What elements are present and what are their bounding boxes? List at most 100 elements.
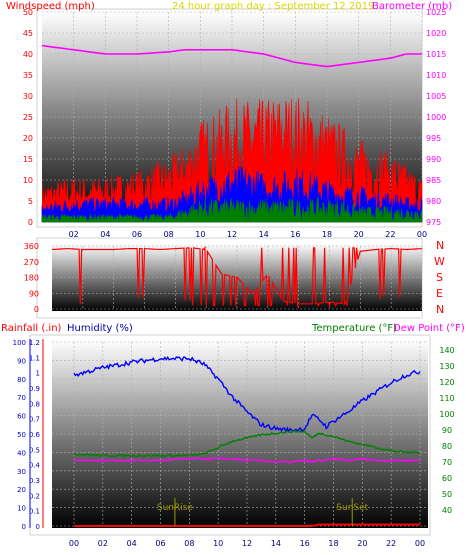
dir-y-tick-label: 180 [24, 274, 39, 283]
temp-tick-label: 100 [439, 410, 454, 419]
rain-tick-label: 0.3 [29, 477, 40, 485]
compass-e: E [436, 287, 443, 300]
wind-x-tick-label: 22 [385, 230, 395, 239]
wind-x-tick-label: 14 [259, 230, 269, 239]
compass-labels: N W S E N [434, 239, 445, 316]
climate-x-tick-label: 04 [127, 539, 137, 548]
rainfall-series [74, 523, 420, 527]
humidity-tick-label: 10 [17, 505, 26, 513]
baro-y-tick-label: 1015 [426, 50, 446, 59]
wind-x-tick-label: 02 [69, 230, 79, 239]
wind-y-tick-label: 0 [28, 218, 33, 227]
direction-axis-ticks: 0 90 180 270 360 [24, 242, 39, 314]
wind-y-tick-label: 25 [23, 113, 33, 122]
temp-tick-label: 70 [442, 458, 452, 467]
wind-y-tick-label: 30 [23, 92, 33, 101]
climate-x-tick-label: 08 [184, 539, 194, 548]
wind-grid [42, 11, 423, 223]
humidity-tick-label: 60 [17, 413, 26, 421]
rain-tick-label: 0 [36, 523, 40, 531]
sunset-label: SunSet [336, 503, 368, 513]
wind-series [41, 44, 423, 223]
wind-x-tick-label: 10 [195, 230, 205, 239]
sunrise-label: SunRise [157, 503, 194, 513]
humidity-tick-label: 30 [17, 468, 26, 476]
rain-tick-label: 0.4 [29, 462, 41, 470]
temp-tick-label: 50 [442, 490, 452, 499]
wind-x-tick-label: 06 [132, 230, 142, 239]
dir-y-tick-label: 90 [29, 289, 39, 298]
baro-y-tick-label: 1025 [426, 8, 446, 17]
wind-x-tick-label: 04 [100, 230, 110, 239]
climate-x-tick-label: 14 [271, 539, 281, 548]
climate-x-tick-label: 00 [415, 539, 425, 548]
wind-y-tick-label: 40 [23, 50, 33, 59]
climate-x-tick-label: 20 [357, 539, 367, 548]
temp-tick-label: 120 [439, 378, 454, 387]
humidity-tick-label: 100 [13, 339, 26, 347]
climate-x-tick-label: 10 [213, 539, 223, 548]
humidity-tick-label: 20 [17, 486, 26, 494]
climate-x-ticks: 00 02 04 06 08 10 12 14 16 18 20 22 00 [69, 539, 425, 548]
baro-y-tick-label: 990 [426, 155, 441, 164]
wind-x-tick-label: 18 [322, 230, 332, 239]
humidity-tick-label: 40 [17, 449, 26, 457]
baro-y-tick-label: 1020 [426, 29, 446, 38]
wind-low-series [41, 197, 423, 223]
wind-y-tick-label: 15 [23, 155, 33, 164]
temp-tick-label: 130 [439, 362, 454, 371]
rain-tick-label: 1.2 [29, 339, 40, 347]
rainfall-label: Rainfall (.in) [1, 323, 62, 334]
compass-n-top: N [436, 239, 444, 252]
rain-axis-ticks: 0 0.1 0.2 0.3 0.4 0.5 0.6 0.7 0.8 0.9 1 1.1 1.2 [29, 339, 41, 531]
temperature-series [73, 429, 421, 458]
climate-x-tick-label: 18 [328, 539, 338, 548]
windspeed-label: Windspeed (mph) [6, 1, 95, 12]
rain-tick-label: 0.2 [29, 492, 40, 500]
wind-x-tick-label: 16 [290, 230, 300, 239]
dir-y-tick-label: 0 [34, 305, 39, 314]
rain-tick-label: 0.7 [29, 416, 40, 424]
dir-y-tick-label: 360 [24, 242, 39, 251]
wind-x-tick-label: 00 [417, 230, 427, 239]
climate-x-tick-label: 16 [300, 539, 310, 548]
temp-tick-label: 40 [442, 506, 452, 515]
wind-x-tick-label: 08 [164, 230, 174, 239]
humidity-tick-label: 50 [17, 431, 26, 439]
rain-tick-label: 1.1 [29, 354, 40, 362]
climate-x-tick-label: 06 [155, 539, 165, 548]
baro-y-tick-label: 985 [426, 176, 441, 185]
climate-x-tick-label: 22 [386, 539, 396, 548]
wind-y-tick-label: 20 [23, 134, 33, 143]
wind-direction-series [51, 246, 423, 308]
rain-tick-label: 0.9 [29, 385, 40, 393]
compass-s: S [436, 271, 443, 284]
compass-w: W [434, 255, 445, 268]
sun-annotations: SunRise SunSet [157, 498, 369, 526]
wind-y-tick-label: 50 [23, 8, 33, 17]
wind-y-tick-label: 10 [23, 176, 33, 185]
humidity-label: Humidity (%) [67, 323, 133, 334]
temperature-axis-ticks: 40 50 60 70 80 90 100 110 120 130 140 [439, 346, 454, 515]
humidity-tick-label: 80 [17, 376, 26, 384]
baro-y-tick-label: 1010 [426, 71, 446, 80]
wind-axis-ticks: 0 5 10 15 20 25 30 35 40 45 50 [23, 8, 33, 227]
climate-x-tick-label: 12 [242, 539, 252, 548]
baro-y-tick-label: 980 [426, 197, 441, 206]
dir-y-tick-label: 270 [24, 258, 39, 267]
wind-y-tick-label: 5 [28, 197, 33, 206]
humidity-series [73, 355, 421, 434]
barometer-series [41, 44, 422, 68]
humidity-tick-label: 70 [17, 394, 26, 402]
dew-point-label: Dew Point (°F) [393, 323, 465, 334]
barometer-axis-ticks: 975 980 985 990 995 1000 1005 1010 1015 1020 1025 [426, 8, 446, 227]
temp-tick-label: 90 [442, 426, 452, 435]
temp-tick-label: 60 [442, 474, 452, 483]
baro-y-tick-label: 1005 [426, 92, 446, 101]
dew_point-series [73, 456, 421, 464]
climate-series [73, 355, 421, 527]
rain-tick-label: 0.6 [29, 431, 41, 439]
graph-title: 24 hour graph day : September 12 2019 [172, 1, 374, 12]
